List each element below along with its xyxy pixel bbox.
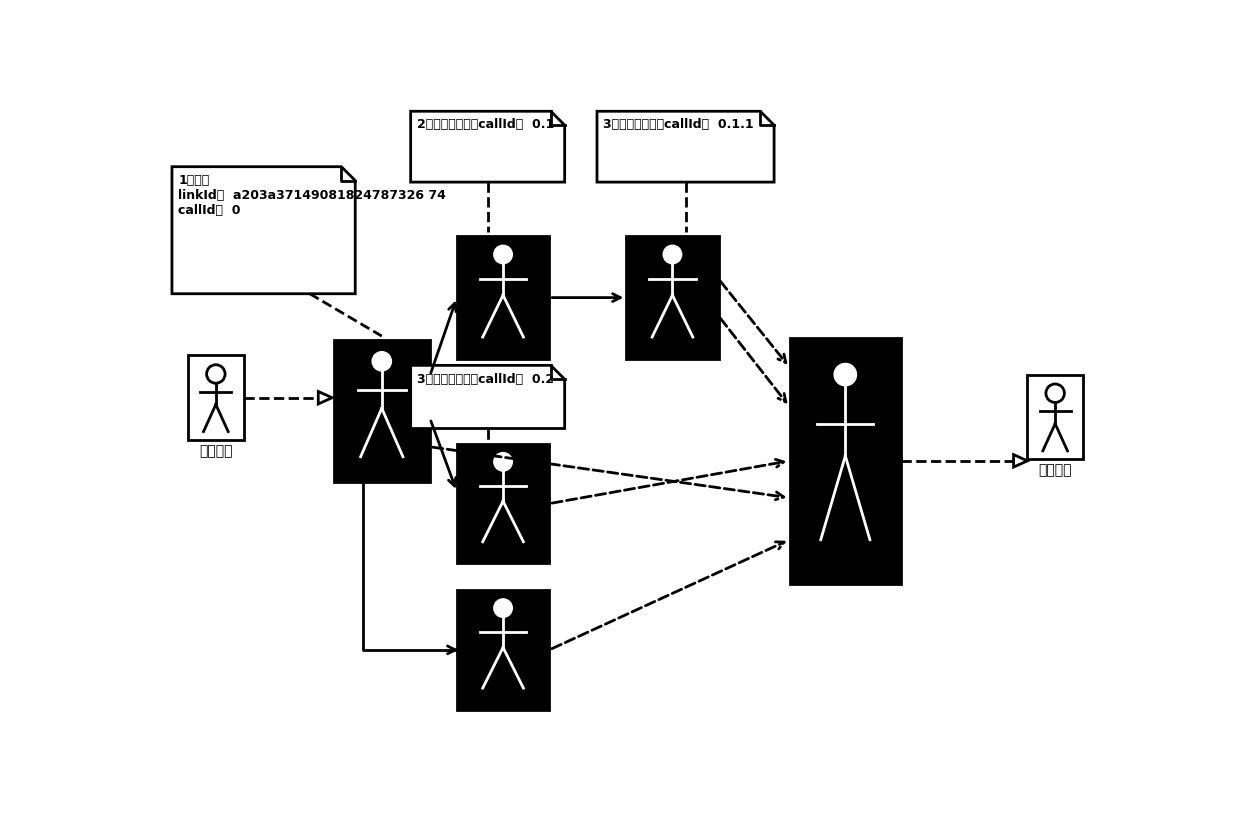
Text: 1、生成
linkId：  a203a37149081824787326 74
callId：  0: 1、生成 linkId： a203a37149081824787326 74 c… bbox=[179, 174, 446, 216]
Circle shape bbox=[663, 246, 682, 265]
Circle shape bbox=[372, 352, 392, 372]
Bar bbox=[188, 356, 243, 441]
Bar bbox=[626, 237, 719, 360]
Circle shape bbox=[494, 246, 512, 265]
Polygon shape bbox=[319, 392, 332, 405]
Bar bbox=[456, 445, 549, 563]
Polygon shape bbox=[172, 168, 355, 294]
Text: 3、生成子调用的callId：  0.2: 3、生成子调用的callId： 0.2 bbox=[417, 372, 554, 385]
Circle shape bbox=[835, 364, 857, 387]
Bar bbox=[1028, 375, 1083, 459]
Text: 用户请求: 用户请求 bbox=[200, 444, 233, 458]
Bar bbox=[456, 237, 549, 360]
Polygon shape bbox=[410, 366, 564, 429]
Text: 3、生成子调用的callId：  0.1.1: 3、生成子调用的callId： 0.1.1 bbox=[603, 118, 754, 131]
Polygon shape bbox=[1013, 455, 1028, 468]
Circle shape bbox=[494, 453, 512, 472]
Bar bbox=[334, 341, 430, 483]
Circle shape bbox=[494, 600, 512, 618]
Text: 2、生成子调用的callId：  0.1: 2、生成子调用的callId： 0.1 bbox=[417, 118, 554, 131]
Text: 日志分析: 日志分析 bbox=[1038, 463, 1071, 477]
Polygon shape bbox=[596, 112, 774, 183]
Bar bbox=[790, 338, 901, 584]
Polygon shape bbox=[410, 112, 564, 183]
Bar bbox=[456, 590, 549, 710]
